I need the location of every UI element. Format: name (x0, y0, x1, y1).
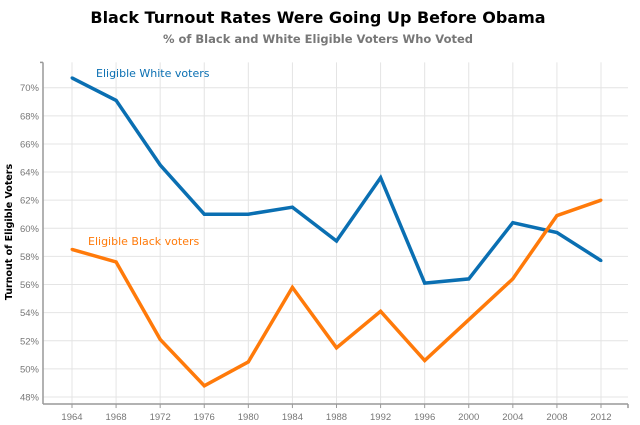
data-point (202, 384, 206, 388)
data-point (114, 98, 118, 102)
y-axis-label: Turnout of Eligible Voters (4, 164, 15, 301)
data-point (467, 318, 471, 322)
data-point (511, 221, 515, 225)
data-point (158, 163, 162, 167)
data-point (290, 205, 294, 209)
data-point (202, 212, 206, 216)
x-tick-label: 1984 (282, 412, 303, 423)
chart-subtitle: % of Black and White Eligible Voters Who… (163, 32, 473, 46)
x-tick-label: 2008 (546, 412, 567, 423)
data-point (379, 176, 383, 180)
y-tick-label: 66% (20, 139, 40, 150)
y-tick-label: 58% (20, 252, 40, 263)
x-tick-label: 1992 (370, 412, 391, 423)
x-tick-label: 1988 (326, 412, 347, 423)
y-tick-label: 56% (20, 280, 40, 291)
y-tick-label: 64% (20, 168, 40, 179)
data-point (555, 231, 559, 235)
data-point (423, 358, 427, 362)
y-tick-label: 60% (20, 224, 40, 235)
x-tick-label: 1976 (194, 412, 215, 423)
data-point (511, 277, 515, 281)
y-tick-label: 54% (20, 308, 40, 319)
x-tick-label: 1964 (61, 412, 82, 423)
x-tick-label: 2004 (502, 412, 523, 423)
y-tick-label: 48% (20, 393, 40, 404)
data-point (158, 337, 162, 341)
data-point (70, 76, 74, 80)
data-point (290, 285, 294, 289)
y-tick-label: 68% (20, 111, 40, 122)
series-label-black: Eligible Black voters (88, 235, 200, 248)
x-tick-label: 1996 (414, 412, 435, 423)
data-point (555, 214, 559, 218)
series-label-white: Eligible White voters (96, 67, 210, 80)
y-tick-label: 70% (20, 83, 40, 94)
data-point (335, 239, 338, 243)
tick-labels: 48% 50% 52% 54% 56% 58% 60% 62% 64% 66% 68% 70% 1964… (20, 83, 612, 423)
x-tick-label: 2000 (458, 412, 479, 423)
data-point (467, 277, 471, 281)
y-tick-label: 62% (20, 196, 40, 207)
data-point (70, 247, 74, 251)
data-point (599, 259, 603, 263)
y-tick-label: 50% (20, 364, 40, 375)
grid (43, 62, 628, 405)
data-point (423, 281, 427, 285)
data-point (335, 346, 338, 350)
y-tick-label: 52% (20, 336, 40, 347)
chart-title: Black Turnout Rates Were Going Up Before… (90, 8, 545, 27)
x-tick-label: 1968 (106, 412, 127, 423)
axes (40, 61, 629, 409)
data-point (246, 212, 250, 216)
data-point (379, 309, 383, 313)
series-lines (70, 76, 603, 388)
data-point (114, 260, 118, 264)
data-point (599, 198, 603, 202)
x-tick-label: 1980 (238, 412, 259, 423)
x-tick-label: 2012 (590, 412, 611, 423)
x-tick-label: 1972 (150, 412, 171, 423)
data-point (246, 360, 250, 364)
